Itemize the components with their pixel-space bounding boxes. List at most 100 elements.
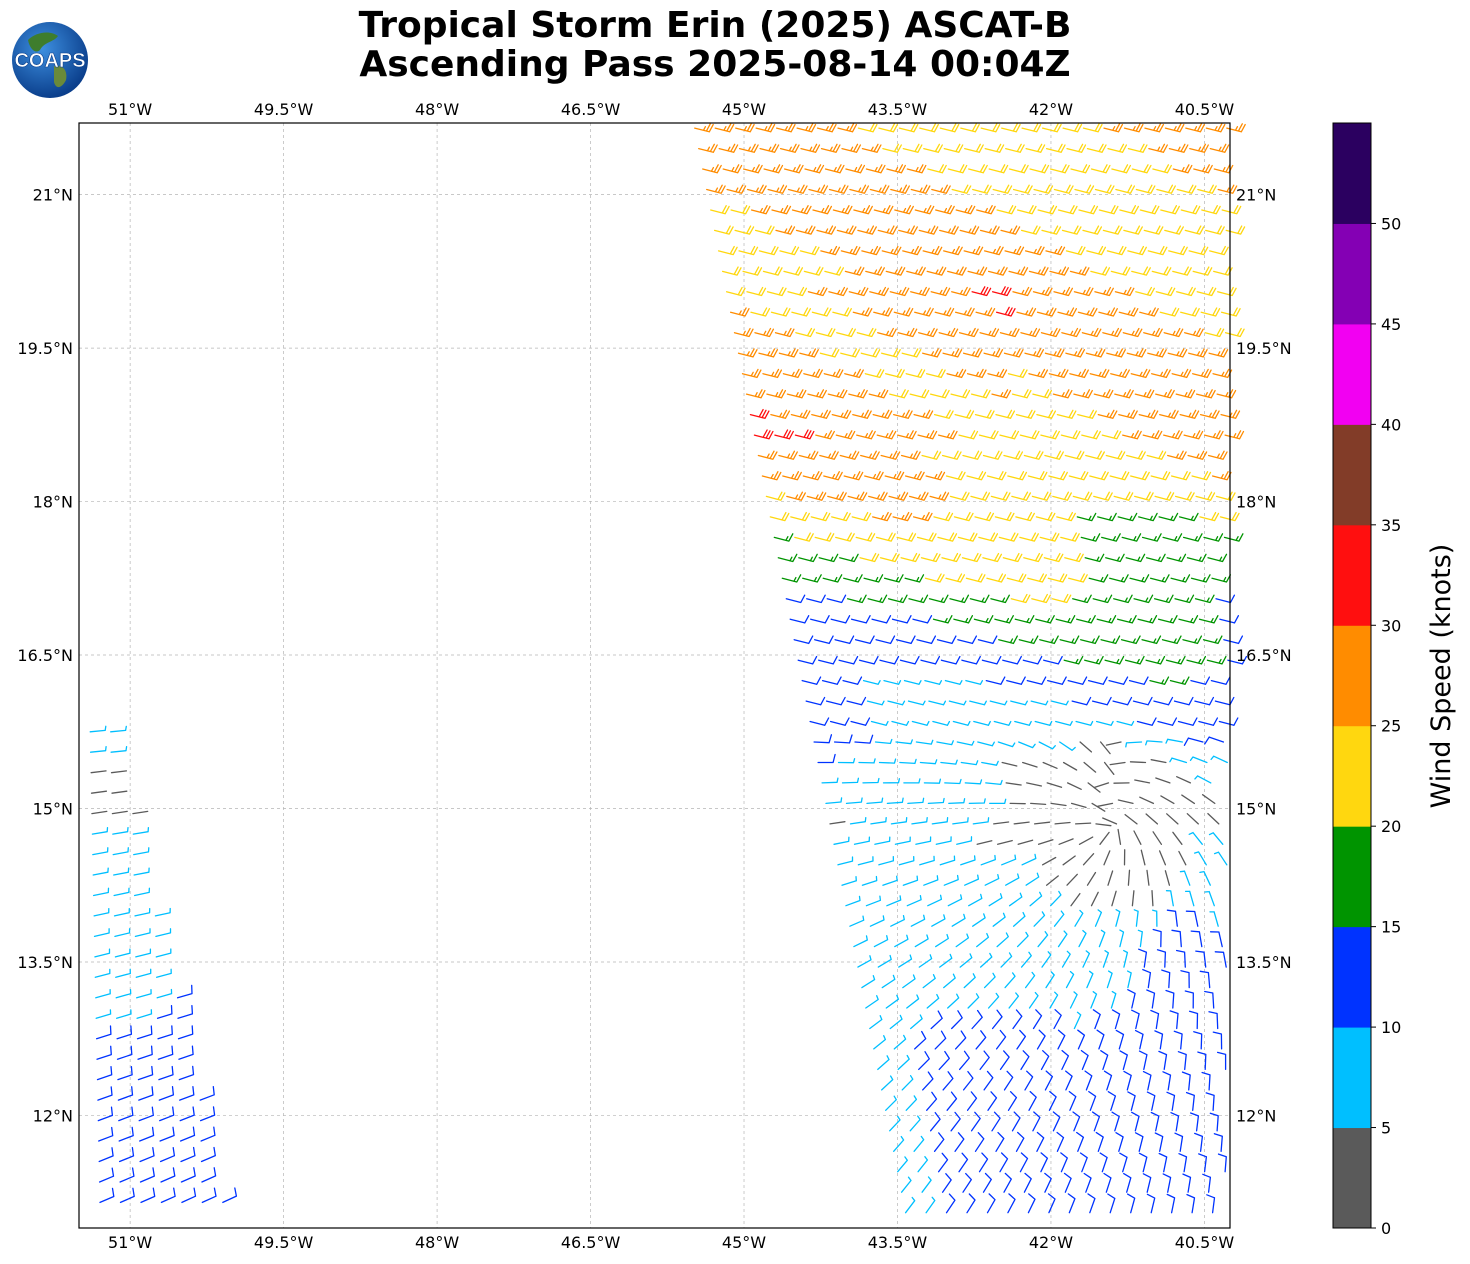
wind-barb: [1023, 552, 1043, 563]
wind-barb: [1008, 892, 1023, 907]
wind-barb: [897, 430, 917, 440]
wind-barb: [859, 552, 880, 563]
lon-ticks-bottom: 51°W 49.5°W 48°W 46.5°W 45°W 43.5°W 42°W 40.5°W: [108, 1233, 1234, 1252]
wind-barb: [887, 594, 908, 604]
wind-barb: [1133, 909, 1139, 927]
wind-barb: [1036, 307, 1057, 317]
wind-barb: [725, 286, 746, 297]
wind-barb: [1053, 910, 1065, 927]
wind-barb: [922, 974, 936, 989]
wind-barb: [964, 143, 984, 153]
wind-barb: [995, 409, 1016, 419]
wind-barb: [1030, 700, 1049, 706]
wind-barb: [1215, 594, 1236, 604]
wind-barb: [962, 1172, 972, 1193]
wind-barb: [875, 532, 896, 542]
wind-barb: [1110, 368, 1130, 379]
wind-barb: [848, 286, 869, 297]
wind-barb: [137, 1045, 153, 1060]
wind-barb: [1133, 830, 1142, 845]
wind-barb: [1084, 655, 1104, 665]
wind-barb: [90, 770, 107, 774]
wind-barb: [947, 894, 963, 907]
wind-barb: [1063, 1172, 1072, 1193]
wind-barb: [894, 934, 909, 948]
wind-barb: [734, 225, 755, 235]
wind-barb: [940, 655, 961, 665]
wind-barb: [1166, 1193, 1176, 1214]
wind-barb: [1131, 266, 1151, 276]
wind-barb: [845, 895, 861, 907]
wind-barb: [1173, 696, 1194, 706]
wind-barb: [853, 205, 873, 215]
wind-barb: [966, 1193, 976, 1214]
wind-barb: [1065, 1070, 1073, 1091]
wind-barb: [1098, 929, 1106, 948]
wind-barb: [1143, 225, 1164, 235]
lon-tick-label: 49.5°W: [254, 100, 314, 119]
wind-barb: [1198, 1153, 1208, 1173]
wind-barb: [1068, 1090, 1077, 1111]
wind-barb: [933, 409, 954, 419]
wind-barb: [789, 615, 810, 624]
wind-barb: [96, 1065, 113, 1081]
wind-barb: [1026, 676, 1047, 685]
wind-barb: [1169, 1010, 1179, 1030]
wind-barb: [1102, 327, 1122, 338]
wind-barb: [1109, 761, 1126, 766]
wind-barb: [1172, 266, 1192, 276]
wind-barb: [920, 655, 941, 665]
wind-barb: [863, 574, 884, 583]
colorbar-swatch: [1333, 323, 1371, 425]
wind-barb: [1199, 970, 1211, 989]
wind-barb: [936, 740, 954, 746]
wind-barb: [1134, 389, 1155, 399]
wind-barb: [1044, 1070, 1054, 1091]
wind-barb: [899, 758, 917, 765]
wind-barb: [755, 123, 776, 133]
wind-barb: [978, 430, 999, 440]
wind-barb: [1041, 856, 1057, 866]
wind-barb: [1055, 720, 1073, 726]
wind-barb: [1136, 717, 1157, 726]
wind-barb: [1072, 594, 1092, 604]
wind-barb: [972, 817, 990, 825]
wind-barb: [1020, 951, 1032, 968]
wind-barb: [1007, 1193, 1016, 1214]
wind-barb: [1175, 949, 1186, 968]
wind-barb: [893, 409, 913, 419]
wind-barb: [946, 1091, 958, 1111]
lon-tick-label: 43.5°W: [868, 1233, 928, 1252]
wind-barb: [924, 573, 945, 583]
wind-barb: [1162, 533, 1183, 542]
wind-barb: [1117, 799, 1134, 805]
wind-barb: [975, 1030, 987, 1050]
wind-barb: [980, 854, 996, 866]
wind-barb: [1028, 266, 1049, 276]
wind-barb: [870, 720, 889, 726]
wind-barb: [798, 553, 818, 563]
wind-barb: [1113, 491, 1134, 501]
wind-barb: [885, 368, 905, 379]
wind-barb: [1057, 1029, 1066, 1050]
wind-barb: [180, 1167, 196, 1183]
wind-barb: [156, 1005, 173, 1019]
wind-barb: [1160, 205, 1180, 215]
wind-barb: [916, 532, 937, 542]
wind-barb: [939, 123, 960, 133]
wind-barb: [117, 1086, 134, 1101]
wind-barb: [903, 679, 922, 685]
wind-barb: [1086, 970, 1094, 989]
wind-barb: [1119, 205, 1140, 215]
wind-barb: [1189, 1112, 1200, 1132]
wind-barb: [99, 1187, 115, 1204]
wind-barb: [1103, 761, 1115, 775]
wind-barb: [1127, 143, 1148, 153]
wind-barb: [1022, 655, 1043, 665]
wind-barb: [1146, 869, 1150, 886]
wind-barb: [1130, 471, 1150, 481]
wind-barb: [158, 1065, 174, 1081]
wind-barb: [118, 1106, 134, 1122]
wind-barb: [839, 553, 859, 563]
wind-barb: [945, 1193, 956, 1214]
